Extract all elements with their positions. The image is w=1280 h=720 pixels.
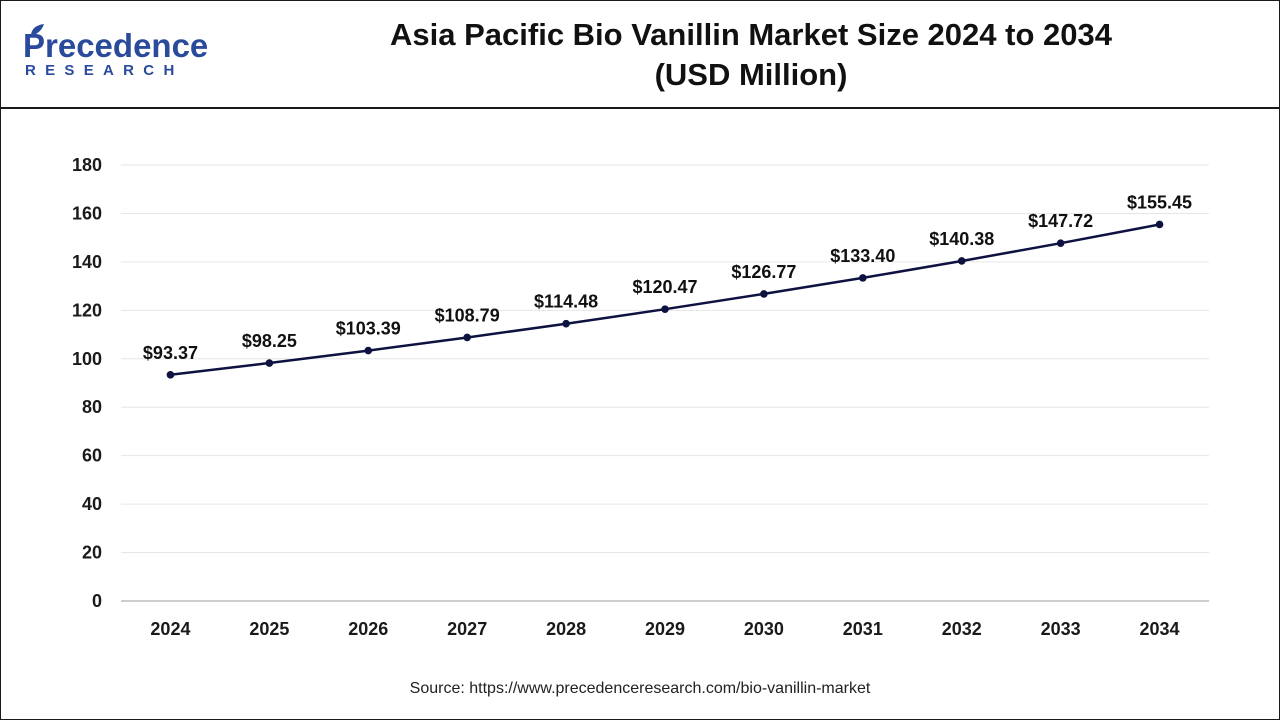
leaf-icon [31, 24, 44, 36]
chart-title-line1: Asia Pacific Bio Vanillin Market Size 20… [390, 17, 1112, 52]
data-point-2026 [364, 346, 373, 355]
y-tick-label-40: 40 [82, 494, 102, 514]
data-point-2030 [760, 290, 768, 298]
data-point-2032 [957, 257, 966, 265]
line-chart: 0 20 40 60 80 100 120 140 160 180 2024 2025 2026 2027… [72, 155, 1209, 639]
data-label-2028: $114.48 [534, 292, 598, 312]
x-tick-label-2030: 2030 [744, 619, 784, 639]
data-points [166, 220, 1164, 379]
y-tick-label-60: 60 [82, 446, 102, 466]
data-label-2033: $147.72 [1028, 211, 1093, 231]
y-tick-label-100: 100 [72, 349, 102, 369]
chart-title-line2: (USD Million) [654, 57, 848, 92]
data-label-2025: $98.25 [242, 331, 297, 351]
y-tick-label-20: 20 [82, 543, 102, 563]
x-tick-label-2027: 2027 [447, 619, 487, 639]
data-label-2032: $140.38 [929, 229, 994, 249]
data-label-2024: $93.37 [143, 343, 198, 363]
header: Precedence RESEARCH Asia Pacific Bio Van… [1, 1, 1279, 109]
x-tick-label-2032: 2032 [942, 619, 982, 639]
x-tick-label-2031: 2031 [843, 619, 883, 639]
data-label-2031: $133.40 [830, 246, 895, 266]
data-point-2029 [661, 305, 669, 313]
y-tick-label-0: 0 [92, 591, 102, 611]
x-tick-label-2026: 2026 [348, 619, 388, 639]
data-point-2031 [859, 274, 867, 282]
x-tick-label-2029: 2029 [645, 619, 685, 639]
data-label-2029: $120.47 [632, 277, 697, 297]
y-tick-label-140: 140 [72, 252, 102, 272]
data-label-2030: $126.77 [731, 262, 796, 282]
data-point-2024 [166, 371, 175, 379]
data-point-2033 [1056, 239, 1065, 247]
brand-logo: Precedence RESEARCH [23, 24, 213, 85]
chart-title: Asia Pacific Bio Vanillin Market Size 20… [281, 15, 1221, 95]
data-point-2027 [463, 333, 471, 342]
x-tick-label-2025: 2025 [249, 619, 289, 639]
x-tick-label-2034: 2034 [1140, 619, 1180, 639]
series-line-group [170, 223, 1160, 377]
data-label-2034: $155.45 [1127, 192, 1192, 212]
brand-name-top: Precedence [23, 27, 209, 64]
series-line [170, 223, 1160, 377]
brand-name-bottom: RESEARCH [25, 62, 184, 79]
data-point-2028 [562, 319, 570, 328]
y-tick-label-80: 80 [82, 397, 102, 417]
x-tick-label-2033: 2033 [1041, 619, 1081, 639]
y-tick-label-120: 120 [72, 300, 102, 320]
data-labels: $93.37 $98.25 $103.39 $108.79 $114.48 $120.47… [143, 192, 1192, 362]
axes: 0 20 40 60 80 100 120 140 160 180 2024 2025 2026 2027… [72, 155, 1209, 639]
source-note: Source: https://www.precedenceresearch.c… [409, 680, 871, 697]
data-label-2026: $103.39 [336, 319, 401, 339]
data-label-2027: $108.79 [435, 305, 500, 325]
y-tick-label-180: 180 [72, 155, 102, 175]
x-tick-label-2024: 2024 [150, 619, 190, 639]
x-tick-label-2028: 2028 [546, 619, 586, 639]
data-point-2034 [1155, 220, 1164, 229]
data-point-2025 [265, 359, 274, 367]
y-tick-label-160: 160 [72, 203, 102, 223]
